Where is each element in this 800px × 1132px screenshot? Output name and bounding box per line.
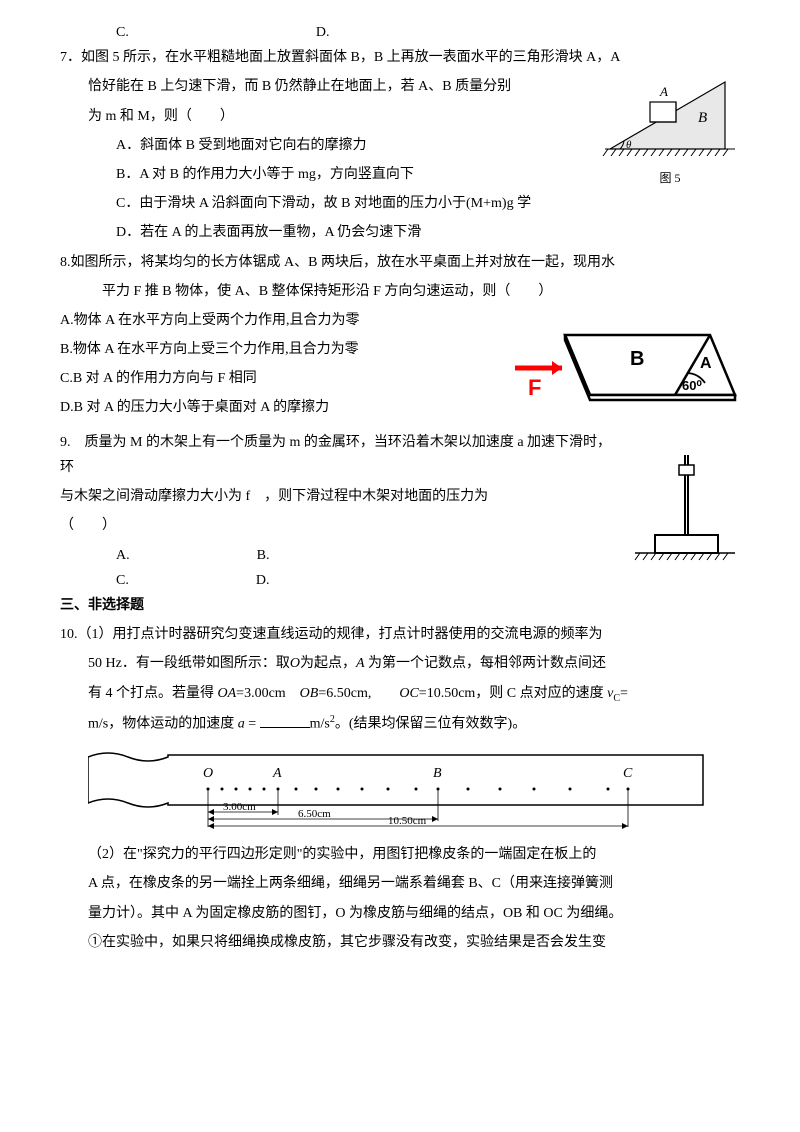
q10-p2-2: A 点，在橡皮条的另一端拴上两条细绳，细绳另一端系着绳套 B、C（用来连接弹簧测	[60, 871, 740, 896]
q6-options: C. D.	[60, 20, 740, 45]
svg-text:B: B	[433, 766, 442, 781]
q10-p2-3: 量力计）。其中 A 为固定橡皮筋的图钉，O 为橡皮筋与细绳的结点，OB 和 OC…	[60, 901, 740, 926]
q7-line1: 7．如图 5 所示，在水平粗糙地面上放置斜面体 B，B 上再放一表面水平的三角形…	[60, 45, 740, 70]
q7-figure: A B θ 图 5	[600, 74, 740, 190]
svg-text:C: C	[623, 766, 633, 781]
q9-optB: B.	[257, 548, 270, 563]
svg-text:O: O	[203, 766, 213, 781]
q8-text1: 如图所示，将某均匀的长方体锯成 A、B 两块后，放在水平桌面上并对放在一起，现用…	[71, 255, 615, 270]
svg-text:A: A	[272, 766, 282, 781]
q6-opt-d: D.	[316, 25, 330, 40]
svg-text:10.50cm: 10.50cm	[388, 815, 427, 827]
q9-optD: D.	[256, 573, 270, 588]
q10-p1-line4: m/s，物体运动的加速度 a = m/s2。(结果均保留三位有效数字)。	[60, 711, 740, 737]
q7-optD: D．若在 A 的上表面再放一重物，A 仍会匀速下滑	[60, 220, 740, 245]
q8-figure: B A 60⁰ F	[510, 300, 740, 430]
q10-p2-4: ①在实验中，如果只将细绳换成橡皮筋，其它步骤没有改变，实验结果是否会发生变	[60, 930, 740, 955]
section3-title: 三、非选择题	[60, 593, 740, 618]
svg-text:A: A	[659, 84, 668, 99]
svg-text:B: B	[698, 110, 707, 126]
q8-line1: 8.如图所示，将某均匀的长方体锯成 A、B 两块后，放在水平桌面上并对放在一起，…	[60, 250, 740, 275]
blank-input	[260, 714, 310, 728]
q9-optA: A.	[116, 548, 130, 563]
q10-p1-line1: 10.（1）用打点计时器研究匀变速直线运动的规律，打点计时器使用的交流电源的频率…	[60, 622, 740, 647]
svg-text:F: F	[528, 375, 541, 400]
q6-opt-c: C.	[116, 25, 129, 40]
q10-p2-1: （2）在"探究力的平行四边形定则"的实验中，用图钉把橡皮条的一端固定在板上的	[60, 842, 740, 867]
q10-p1-line3: 有 4 个打点。若量得 OA=3.00cm OB=6.50cm, OC=10.5…	[60, 681, 740, 708]
svg-text:B: B	[630, 348, 644, 370]
q9-num: 9.	[60, 435, 71, 450]
q7-num: 7．	[60, 50, 81, 65]
q7-fig-label: 图 5	[600, 168, 740, 190]
q9-text1: 质量为 M 的木架上有一个质量为 m 的金属环，当环沿着木架以加速度 a 加速下…	[60, 435, 611, 475]
q10-p1-1: （1）用打点计时器研究匀变速直线运动的规律，打点计时器使用的交流电源的频率为	[78, 627, 603, 642]
q9-opts-cd: C. D.	[60, 568, 740, 593]
svg-text:60⁰: 60⁰	[682, 378, 702, 393]
q7-optC: C．由于滑块 A 沿斜面向下滑动，故 B 对地面的压力小于(M+m)g 学	[60, 191, 740, 216]
q10-tape-figure: O A B C 3.00cm 6.50cm 10.50cm	[88, 747, 740, 832]
q10-num: 10.	[60, 627, 78, 642]
q8-num: 8.	[60, 255, 71, 270]
svg-text:A: A	[700, 355, 712, 372]
q9-optC: C.	[116, 573, 129, 588]
svg-text:3.00cm: 3.00cm	[223, 801, 256, 813]
q7-text1: 如图 5 所示，在水平粗糙地面上放置斜面体 B，B 上再放一表面水平的三角形滑块…	[81, 50, 620, 65]
q9-figure	[630, 450, 740, 570]
q10-p1-line2: 50 Hz．有一段纸带如图所示：取O为起点，A 为第一个记数点，每相邻两计数点间…	[60, 651, 740, 676]
svg-text:6.50cm: 6.50cm	[298, 808, 331, 820]
